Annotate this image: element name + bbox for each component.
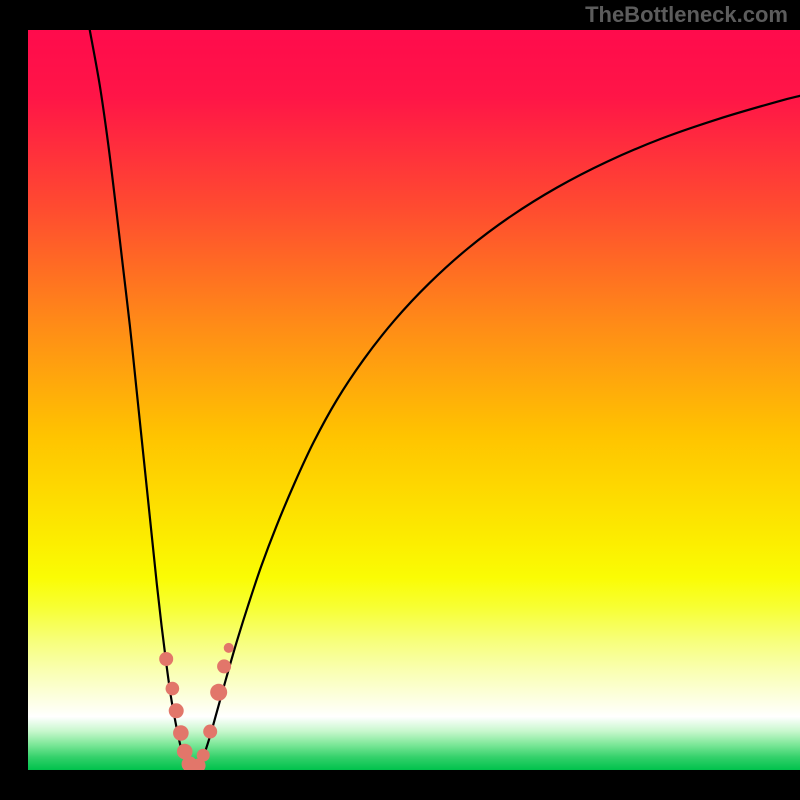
data-marker — [217, 659, 231, 673]
data-marker — [197, 749, 210, 762]
bottleneck-chart-svg — [28, 30, 800, 770]
data-marker — [173, 725, 189, 741]
data-marker — [224, 643, 234, 653]
plot-area — [28, 30, 800, 770]
data-marker — [210, 684, 227, 701]
chart-frame: TheBottleneck.com — [0, 0, 800, 800]
gradient-background — [28, 30, 800, 770]
data-marker — [169, 703, 184, 718]
watermark-text: TheBottleneck.com — [585, 2, 788, 28]
data-marker — [166, 682, 180, 696]
data-marker — [159, 652, 173, 666]
data-marker — [203, 725, 217, 739]
